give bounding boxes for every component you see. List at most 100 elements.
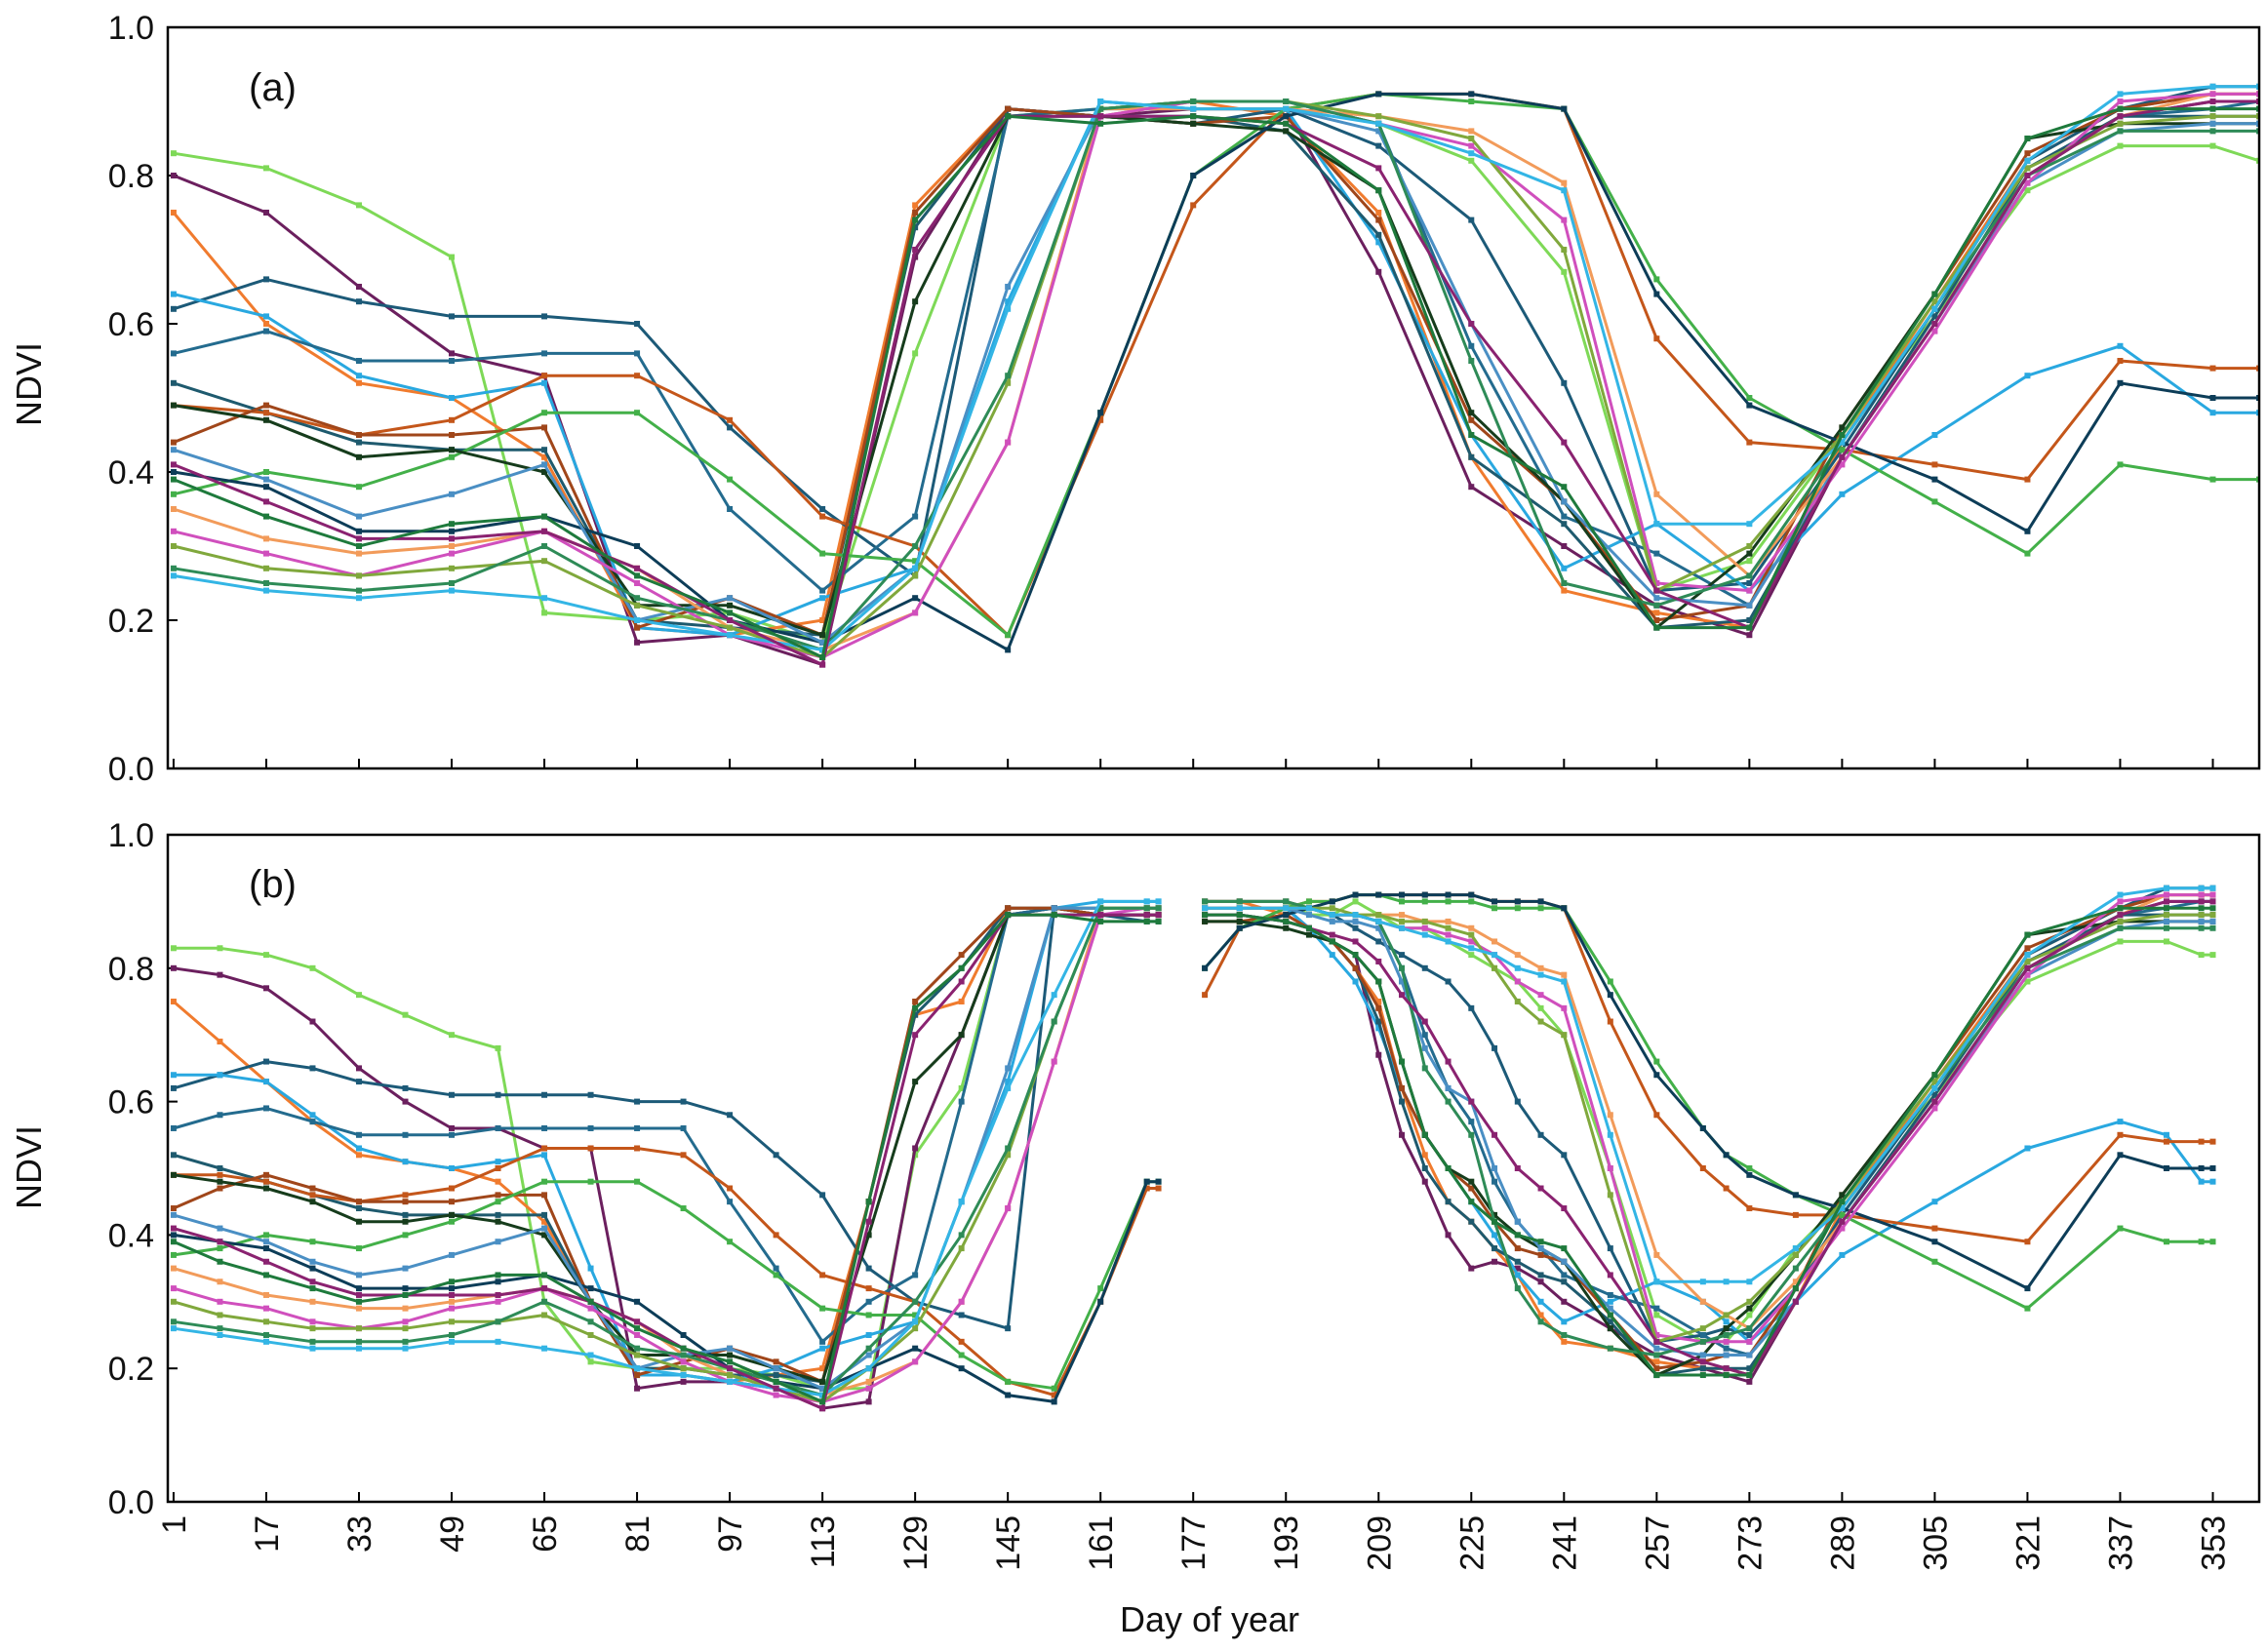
data-point-s10-b bbox=[2117, 1225, 2124, 1232]
data-point-s20-b bbox=[634, 1325, 641, 1332]
data-point-s20-a bbox=[1561, 484, 1568, 491]
data-point-s9-b bbox=[958, 952, 965, 959]
data-point-s18-a bbox=[541, 595, 548, 602]
data-point-s16-b bbox=[958, 1245, 965, 1252]
data-point-s14-a bbox=[1468, 128, 1475, 135]
data-point-s3-a bbox=[912, 202, 919, 209]
data-point-s8-a bbox=[1653, 335, 1660, 342]
x-tick-label: 305 bbox=[1917, 1515, 1954, 1571]
x-tick-label: 113 bbox=[805, 1515, 842, 1568]
plot-area-b: 0.0 0.2 0.4 0.6 0.8 1.0 bbox=[108, 817, 2261, 1521]
data-point-s10-b bbox=[1537, 905, 1544, 912]
data-point-s19-b bbox=[1445, 1058, 1452, 1065]
data-point-s18-b bbox=[1723, 1278, 1730, 1285]
data-point-s15-a bbox=[170, 528, 177, 534]
data-point-s1-b bbox=[402, 1011, 409, 1018]
data-point-s13-b bbox=[1491, 1165, 1498, 1171]
data-point-s10-b bbox=[1491, 905, 1498, 912]
data-point-s19-a bbox=[727, 617, 734, 623]
data-point-s16-b bbox=[1445, 924, 1452, 931]
data-point-s18-a bbox=[1468, 150, 1475, 157]
data-point-s11-b bbox=[309, 1199, 316, 1205]
data-point-s12-b bbox=[495, 1278, 501, 1285]
data-point-s16-b bbox=[2209, 912, 2216, 919]
data-point-s18-b bbox=[1514, 964, 1521, 971]
data-point-s9-a bbox=[2024, 150, 2031, 157]
data-point-s17-a bbox=[1468, 358, 1475, 364]
data-point-s16-a bbox=[1375, 113, 1382, 120]
data-point-s20-b bbox=[541, 1272, 548, 1278]
data-point-s12-b bbox=[1202, 964, 1209, 971]
data-point-s8-b bbox=[1143, 1185, 1150, 1192]
data-point-s18-b bbox=[1653, 1278, 1660, 1285]
data-point-s7-a bbox=[1746, 617, 1753, 623]
data-point-s12-a bbox=[1931, 476, 1938, 483]
data-point-s2-b bbox=[355, 1065, 362, 1072]
data-point-s12-b bbox=[1607, 992, 1613, 999]
data-point-s19-b bbox=[170, 1225, 177, 1232]
data-point-s17-b bbox=[1051, 1018, 1057, 1025]
data-point-s20-a bbox=[1097, 120, 1104, 127]
data-point-s4-b bbox=[402, 1084, 409, 1091]
data-point-s18-a bbox=[1283, 105, 1290, 112]
data-point-s5-a bbox=[2024, 373, 2031, 379]
data-point-s19-b bbox=[1375, 958, 1382, 964]
data-point-s5-b bbox=[355, 1145, 362, 1152]
data-point-s5-a bbox=[1839, 491, 1846, 497]
data-point-s16-b bbox=[1005, 1152, 1012, 1159]
data-point-s11-a bbox=[449, 447, 456, 453]
data-point-s8-a bbox=[449, 416, 456, 423]
x-tick-label: 1 bbox=[156, 1515, 193, 1534]
data-point-s6-b bbox=[402, 1131, 409, 1138]
data-point-s20-b bbox=[217, 1258, 223, 1265]
data-point-s12-b bbox=[634, 1298, 641, 1305]
data-point-s18-b bbox=[1202, 905, 1209, 912]
data-point-s13-b bbox=[1352, 918, 1359, 924]
data-point-s2-b bbox=[170, 964, 177, 971]
data-point-s18-a bbox=[170, 572, 177, 579]
data-point-s7-b bbox=[1607, 1318, 1613, 1325]
data-point-s18-b bbox=[1839, 1205, 1846, 1212]
data-point-s19-b bbox=[1491, 1131, 1498, 1138]
data-point-s18-b bbox=[2117, 891, 2124, 898]
data-point-s1-b bbox=[309, 964, 316, 971]
data-point-s13-b bbox=[1607, 1305, 1613, 1312]
data-point-s12-b bbox=[1537, 898, 1544, 905]
data-point-s8-b bbox=[1653, 1112, 1660, 1119]
data-point-s3-b bbox=[1537, 1312, 1544, 1318]
data-point-s1-b bbox=[587, 1358, 594, 1365]
data-point-s13-b bbox=[1051, 905, 1057, 912]
x-tick-label: 129 bbox=[897, 1515, 935, 1571]
data-point-s10-b bbox=[1005, 1378, 1012, 1385]
data-point-s13-b bbox=[1005, 1065, 1012, 1072]
data-point-s11-b bbox=[1491, 1211, 1498, 1218]
data-point-s7-a bbox=[1375, 231, 1382, 238]
data-point-s20-a bbox=[727, 610, 734, 616]
data-point-s14-b bbox=[1514, 952, 1521, 959]
data-point-s20-b bbox=[1537, 1239, 1544, 1245]
data-point-s14-b bbox=[1399, 912, 1406, 919]
data-point-s9-b bbox=[541, 1192, 548, 1199]
data-point-s20-b bbox=[1445, 1165, 1452, 1171]
data-point-s12-a bbox=[449, 528, 456, 534]
data-point-s7-b bbox=[541, 1211, 548, 1218]
data-point-s5-b bbox=[170, 1072, 177, 1079]
data-point-s5-b bbox=[1005, 1079, 1012, 1085]
data-point-s17-a bbox=[1097, 105, 1104, 112]
data-point-s12-b bbox=[1561, 905, 1568, 912]
data-point-s17-b bbox=[1283, 898, 1290, 905]
series-line-s20-b bbox=[1205, 906, 2213, 1377]
data-point-s12-b bbox=[1399, 891, 1406, 898]
x-tick-label: 161 bbox=[1083, 1515, 1120, 1571]
data-point-s20-b bbox=[1155, 918, 1162, 924]
data-point-s11-b bbox=[912, 1079, 919, 1085]
data-point-s20-a bbox=[2209, 105, 2216, 112]
data-point-s5-b bbox=[1723, 1318, 1730, 1325]
data-point-s20-b bbox=[1723, 1372, 1730, 1379]
data-point-s20-b bbox=[309, 1285, 316, 1292]
data-point-s10-b bbox=[495, 1199, 501, 1205]
data-point-s18-b bbox=[1746, 1278, 1753, 1285]
data-point-s19-a bbox=[1561, 439, 1568, 446]
data-point-s7-a bbox=[912, 224, 919, 231]
data-point-s5-b bbox=[1352, 978, 1359, 985]
